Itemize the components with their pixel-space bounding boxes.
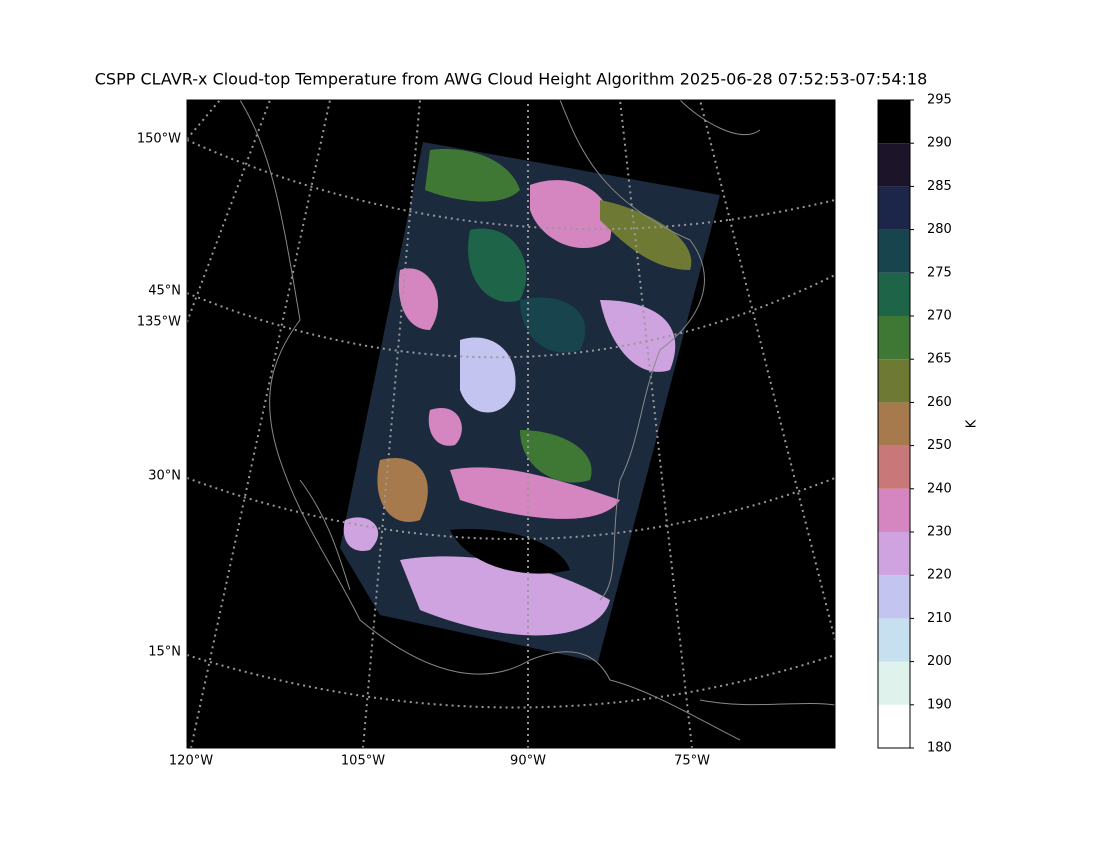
colorbar-bin (878, 661, 910, 705)
colorbar-label: K (965, 419, 980, 428)
colorbar-bin (878, 272, 910, 316)
colorbar-bin (878, 575, 910, 619)
colorbar-tick-label: 180 (927, 741, 952, 756)
colorbar-bin (878, 143, 910, 187)
left-label: 135°W (137, 315, 181, 330)
colorbar-bin (878, 100, 910, 144)
colorbar-frame (877, 99, 911, 749)
colorbar-bin (878, 618, 910, 662)
colorbar-bin (878, 316, 910, 360)
colorbar-tick-label: 290 (927, 136, 952, 151)
bottom-label: 90°W (510, 754, 546, 769)
colorbar-tick-label: 280 (927, 222, 952, 237)
colorbar-tick-label: 190 (927, 697, 952, 712)
colorbar-bin (878, 359, 910, 403)
colorbar-tick-label: 260 (927, 395, 952, 410)
colorbar-tick-label: 275 (927, 265, 952, 280)
bottom-label: 120°W (169, 754, 213, 769)
map-frame (186, 99, 836, 749)
colorbar-tick-label: 250 (927, 438, 952, 453)
colorbar-bin (878, 402, 910, 446)
colorbar-bin (878, 532, 910, 576)
colorbar-tick-label: 270 (927, 309, 952, 324)
colorbar-tick-label: 295 (927, 93, 952, 108)
bottom-label: 75°W (674, 754, 710, 769)
colorbar-tick-label: 210 (927, 611, 952, 626)
left-label: 15°N (148, 645, 181, 660)
colorbar-bin (878, 445, 910, 489)
bottom-label: 105°W (341, 754, 385, 769)
left-label: 30°N (148, 469, 181, 484)
left-label: 45°N (148, 284, 181, 299)
colorbar-tick-label: 230 (927, 525, 952, 540)
colorbar-tick-label: 285 (927, 179, 952, 194)
map-content (187, 100, 835, 748)
colorbar-tick-label: 240 (927, 481, 952, 496)
colorbar-bin (878, 704, 910, 748)
title: CSPP CLAVR-x Cloud-top Temperature from … (95, 70, 928, 89)
colorbar-bin (878, 488, 910, 532)
colorbar-tick-label: 200 (927, 654, 952, 669)
colorbar-tick-label: 265 (927, 352, 952, 367)
cloud-patches (343, 149, 692, 636)
colorbar-tick-label: 220 (927, 568, 952, 583)
colorbar-bin (878, 229, 910, 273)
colorbar-bin (878, 186, 910, 230)
left-label: 150°W (137, 132, 181, 147)
